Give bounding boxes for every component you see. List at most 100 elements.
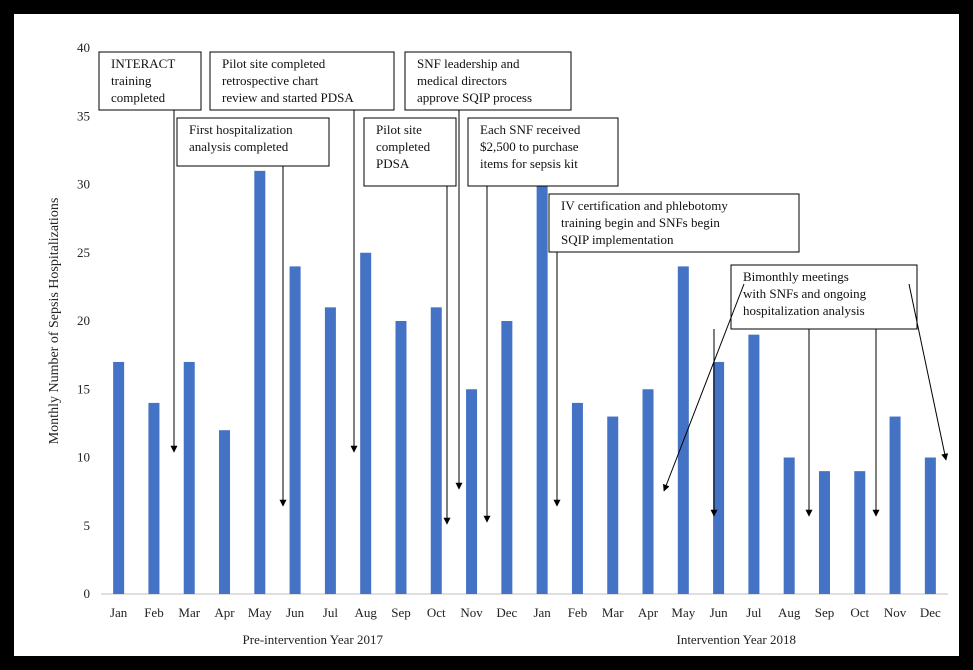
x-tick-label: Apr	[638, 605, 659, 620]
annotation-box	[176, 117, 330, 167]
annotation-text: First hospitalization	[189, 122, 293, 137]
bar	[642, 389, 654, 594]
bar	[924, 457, 936, 594]
annotation-text: with SNFs and ongoing	[743, 286, 867, 301]
x-tick-label: Jul	[323, 605, 339, 620]
annotation-callout: SNF leadership and medical directors appro…	[404, 51, 572, 490]
x-tick-label: Jun	[286, 605, 305, 620]
annotation-arrow	[663, 283, 745, 492]
annotation-box	[363, 117, 457, 187]
annotation-box	[98, 51, 202, 111]
x-tick-label: Aug	[778, 605, 801, 620]
bar	[889, 416, 901, 594]
bar	[783, 457, 795, 594]
annotation-text: retrospective chart	[222, 73, 319, 88]
annotation-text: items for sepsis kit	[480, 156, 578, 171]
annotation-text: SQIP implementation	[561, 232, 674, 247]
annotation-text: completed	[376, 139, 431, 154]
bar	[536, 184, 548, 594]
bar	[289, 266, 301, 594]
y-tick-label: 30	[77, 177, 90, 192]
x-tick-label: Jan	[533, 605, 551, 620]
annotation-box	[404, 51, 572, 111]
bar	[854, 471, 866, 594]
bar	[430, 307, 442, 594]
annotation-text: hospitalization analysis	[743, 303, 865, 318]
bar	[254, 170, 266, 594]
x-tick-label: Jun	[710, 605, 729, 620]
x-tick-label: Sep	[391, 605, 411, 620]
y-tick-label: 15	[77, 381, 90, 396]
y-tick-label: 25	[77, 245, 90, 260]
bar	[501, 321, 513, 594]
bar	[360, 252, 372, 594]
annotation-callout: IV certification and phlebotomy training …	[548, 193, 800, 507]
annotation-callout: Each SNF received $2,500 to purchase items…	[467, 117, 619, 523]
annotation-text: IV certification and phlebotomy	[561, 198, 728, 213]
annotation-text: training	[111, 73, 152, 88]
x-tick-label: Feb	[144, 605, 164, 620]
bar	[466, 389, 478, 594]
bar	[148, 402, 160, 594]
annotation-text: Pilot site completed	[222, 56, 326, 71]
x-tick-label: Aug	[354, 605, 377, 620]
annotation-callout: Pilot site completed PDSA	[363, 117, 457, 525]
y-tick-label: 5	[84, 518, 91, 533]
x-group-label: Intervention Year 2018	[676, 632, 796, 647]
bar-chart: 0 5 10 15 20 25 30 35 40 Monthly Number of Sepsis…	[47, 40, 949, 647]
annotation-box	[548, 193, 800, 253]
x-tick-label: Nov	[884, 605, 907, 620]
annotation-callout: First hospitalization analysis completed	[176, 117, 330, 507]
x-tick-label: Nov	[460, 605, 483, 620]
bar	[607, 416, 619, 594]
x-tick-label: Mar	[602, 605, 624, 620]
annotation-text: training begin and SNFs begin	[561, 215, 720, 230]
annotation-callout: Bimonthly meetings with SNFs and ongoing h…	[663, 264, 949, 517]
bar	[324, 307, 336, 594]
x-tick-label: Feb	[568, 605, 588, 620]
annotation-text: analysis completed	[189, 139, 289, 154]
x-tick-label: Oct	[427, 605, 446, 620]
bar	[748, 334, 760, 594]
x-tick-label: Mar	[178, 605, 200, 620]
bar	[219, 430, 231, 594]
x-tick-label: Jan	[110, 605, 128, 620]
bar	[183, 361, 195, 594]
bar	[113, 361, 125, 594]
x-tick-label: Dec	[920, 605, 941, 620]
annotation-text: SNF leadership and	[417, 56, 520, 71]
x-tick-label: May	[248, 605, 272, 620]
annotation-text: completed	[111, 90, 166, 105]
annotation-text: $2,500 to purchase	[480, 139, 579, 154]
annotation-text: approve SQIP process	[417, 90, 532, 105]
annotation-callout: Pilot site completed retrospective chart r…	[209, 51, 395, 453]
figure-frame: 0 5 10 15 20 25 30 35 40 Monthly Number of Sepsis…	[14, 14, 959, 656]
x-tick-label: Apr	[214, 605, 235, 620]
annotation-box	[209, 51, 395, 111]
x-tick-label: Dec	[496, 605, 517, 620]
bar	[571, 402, 583, 594]
annotation-callout: INTERACT training completed	[98, 51, 202, 453]
x-tick-label: Sep	[815, 605, 835, 620]
annotation-text: PDSA	[376, 156, 410, 171]
bar	[818, 471, 830, 594]
annotation-text: medical directors	[417, 73, 507, 88]
y-axis-title: Monthly Number of Sepsis Hospitalization…	[47, 198, 62, 445]
annotation-box	[467, 117, 619, 187]
annotation-text: Each SNF received	[480, 122, 581, 137]
y-tick-label: 0	[84, 586, 91, 601]
annotation-text: Pilot site	[376, 122, 422, 137]
x-tick-label: Oct	[850, 605, 869, 620]
x-tick-label: May	[671, 605, 695, 620]
bar	[395, 321, 407, 594]
annotation-text: review and started PDSA	[222, 90, 354, 105]
y-tick-label: 10	[77, 450, 90, 465]
annotation-text: Bimonthly meetings	[743, 269, 849, 284]
x-tick-label: Jul	[746, 605, 762, 620]
annotation-box	[730, 264, 918, 330]
annotation-arrow	[908, 283, 949, 461]
y-tick-label: 40	[77, 40, 90, 55]
y-tick-label: 35	[77, 108, 90, 123]
bar	[677, 266, 689, 594]
y-tick-label: 20	[77, 313, 90, 328]
